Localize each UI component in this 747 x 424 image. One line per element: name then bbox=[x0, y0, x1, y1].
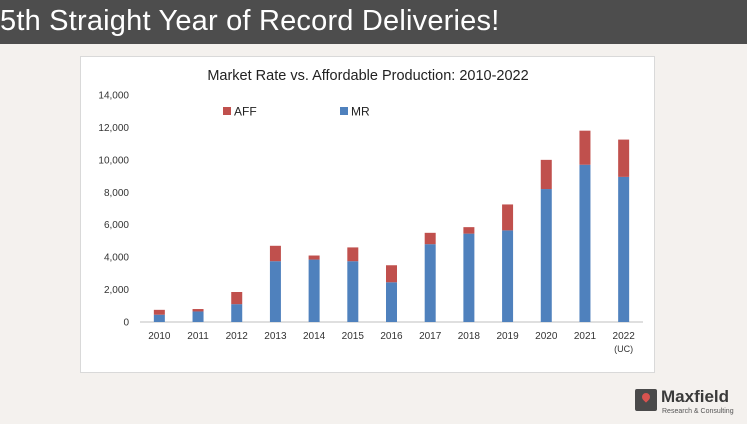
legend-swatch-mr bbox=[340, 107, 348, 115]
bar-mr bbox=[540, 189, 552, 322]
chart-title: Market Rate vs. Affordable Production: 2… bbox=[207, 68, 528, 84]
bar-mr bbox=[579, 164, 591, 322]
x-tick-label: 2015 bbox=[342, 331, 365, 342]
bar-mr bbox=[618, 176, 630, 322]
bar-aff bbox=[192, 309, 204, 312]
bar-mr bbox=[231, 304, 243, 322]
y-tick-label: 6,000 bbox=[104, 220, 129, 231]
stacked-bar-chart: Market Rate vs. Affordable Production: 2… bbox=[98, 68, 643, 354]
bar-aff bbox=[540, 159, 552, 190]
legend: AFF MR bbox=[223, 105, 370, 119]
map-pin-icon bbox=[635, 389, 657, 411]
slide-heading: 5th Straight Year of Record Deliveries! bbox=[0, 5, 500, 37]
x-tick-label: 2021 bbox=[574, 331, 597, 342]
bar-aff bbox=[502, 204, 514, 231]
y-tick-label: 4,000 bbox=[104, 253, 129, 264]
bar-mr bbox=[347, 261, 359, 322]
legend-swatch-aff bbox=[223, 107, 231, 115]
x-tick-label: 2020 bbox=[535, 331, 558, 342]
bar-mr bbox=[502, 230, 514, 322]
x-tick-label: 2018 bbox=[458, 331, 481, 342]
x-tick-label: 2014 bbox=[303, 331, 326, 342]
x-tick-label: 2019 bbox=[496, 331, 519, 342]
bar-aff bbox=[231, 292, 243, 305]
bar-mr bbox=[153, 314, 165, 322]
bar-aff bbox=[308, 255, 320, 260]
x-tick-label: 2012 bbox=[226, 331, 249, 342]
bar-mr bbox=[424, 244, 436, 322]
legend-label-mr: MR bbox=[351, 105, 370, 119]
bar-mr bbox=[463, 233, 475, 322]
bar-mr bbox=[308, 259, 320, 322]
x-tick-label: 2013 bbox=[264, 331, 287, 342]
logo-name: Maxfield bbox=[661, 387, 730, 406]
chart-card: Market Rate vs. Affordable Production: 2… bbox=[80, 56, 655, 373]
bar-mr bbox=[192, 311, 204, 322]
bar-aff bbox=[386, 265, 397, 283]
y-tick-label: 10,000 bbox=[98, 155, 129, 166]
bar-aff bbox=[269, 245, 281, 262]
x-tick-label: 2010 bbox=[148, 331, 171, 342]
bar-aff bbox=[153, 309, 165, 315]
x-axis: 2010 2011 2012 2013 2014 2015 2016 2017 2018 2019… bbox=[140, 321, 643, 354]
logo-tagline: Research & Consulting bbox=[662, 408, 734, 415]
maxfield-logo: Maxfield Research & Consulting bbox=[633, 386, 745, 422]
title-bar: 5th Straight Year of Record Deliveries! bbox=[0, 0, 747, 44]
y-tick-label: 2,000 bbox=[104, 285, 129, 296]
x-tick-label: 2011 bbox=[187, 331, 209, 342]
legend-label-aff: AFF bbox=[234, 105, 257, 119]
x-tick-label: 2022 bbox=[613, 331, 636, 342]
bar-aff bbox=[463, 227, 475, 234]
y-tick-label: 14,000 bbox=[98, 91, 129, 102]
x-tick-label: 2017 bbox=[419, 331, 442, 342]
bar-aff bbox=[618, 139, 630, 177]
bar-aff bbox=[424, 232, 436, 245]
bar-mr bbox=[269, 261, 281, 322]
y-tick-label: 0 bbox=[123, 318, 129, 329]
y-axis: 0 2,000 4,000 6,000 8,000 10,000 12,000 14,000 bbox=[98, 91, 129, 329]
x-tick-label: 2016 bbox=[380, 331, 403, 342]
x-tick-sublabel: (UC) bbox=[614, 344, 633, 354]
y-tick-label: 8,000 bbox=[104, 188, 129, 199]
bar-aff bbox=[347, 247, 359, 262]
bar-mr bbox=[386, 282, 397, 322]
bars bbox=[153, 130, 630, 322]
bar-aff bbox=[579, 130, 591, 165]
y-tick-label: 12,000 bbox=[98, 123, 129, 134]
